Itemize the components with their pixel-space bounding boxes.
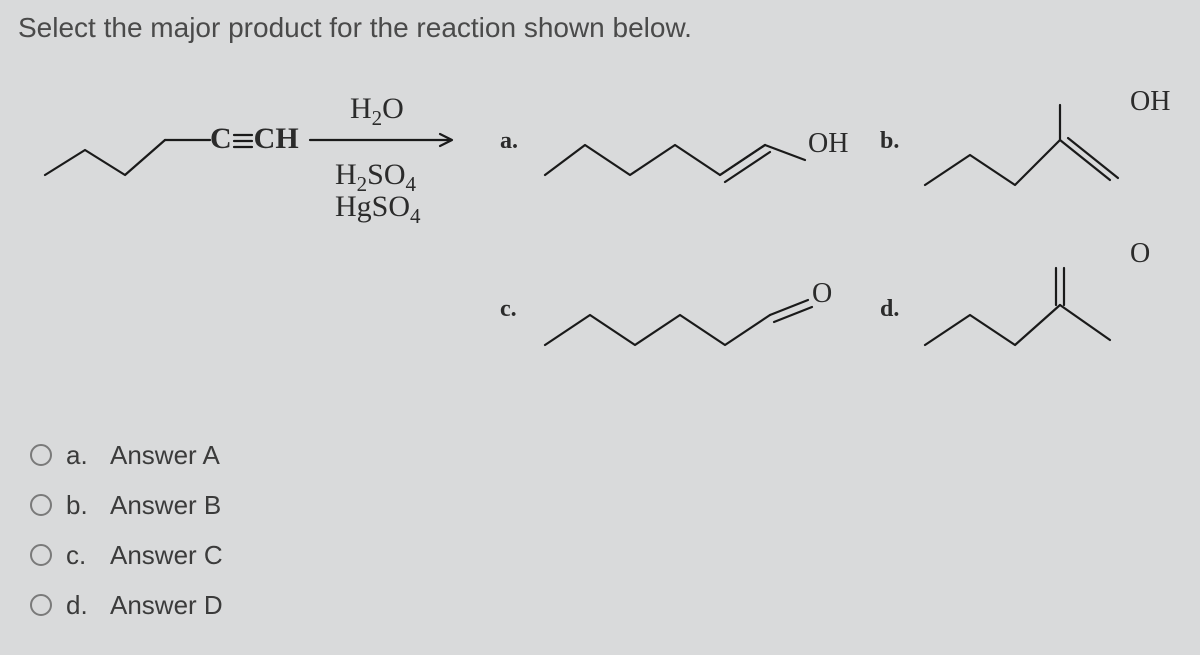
answer-letter: c. [66,540,96,571]
opt-label-c: c. [500,296,517,323]
answer-option-d[interactable]: d. Answer D [30,580,223,630]
radio-icon[interactable] [30,494,52,516]
reagent-bot: HgSO4 [335,190,421,229]
answer-option-b[interactable]: b. Answer B [30,480,223,530]
structure-a [540,100,840,200]
answer-option-c[interactable]: c. Answer C [30,530,223,580]
radio-icon[interactable] [30,594,52,616]
question-frame: Select the major product for the reactio… [0,0,1200,655]
answer-letter: a. [66,440,96,471]
oh-a: OH [808,128,848,160]
oh-b: OH [1130,86,1170,118]
answer-text: Answer B [110,490,221,521]
answer-list: a. Answer A b. Answer B c. Answer C d. A… [30,430,223,630]
starting-material [40,100,300,220]
radio-icon[interactable] [30,444,52,466]
opt-label-d: d. [880,296,899,323]
answer-text: Answer A [110,440,220,471]
answer-letter: d. [66,590,96,621]
question-text: Select the major product for the reactio… [18,12,692,44]
answer-text: Answer C [110,540,223,571]
reaction-arrow [310,130,470,150]
answer-text: Answer D [110,590,223,621]
radio-icon[interactable] [30,544,52,566]
o-c: O [812,278,832,310]
structure-c [540,270,840,370]
opt-label-a: a. [500,128,518,155]
cch-label: C CH [210,122,299,156]
o-d: O [1130,238,1150,270]
answer-option-a[interactable]: a. Answer A [30,430,223,480]
answer-letter: b. [66,490,96,521]
reagent-top: H2O [350,92,404,131]
opt-label-b: b. [880,128,899,155]
